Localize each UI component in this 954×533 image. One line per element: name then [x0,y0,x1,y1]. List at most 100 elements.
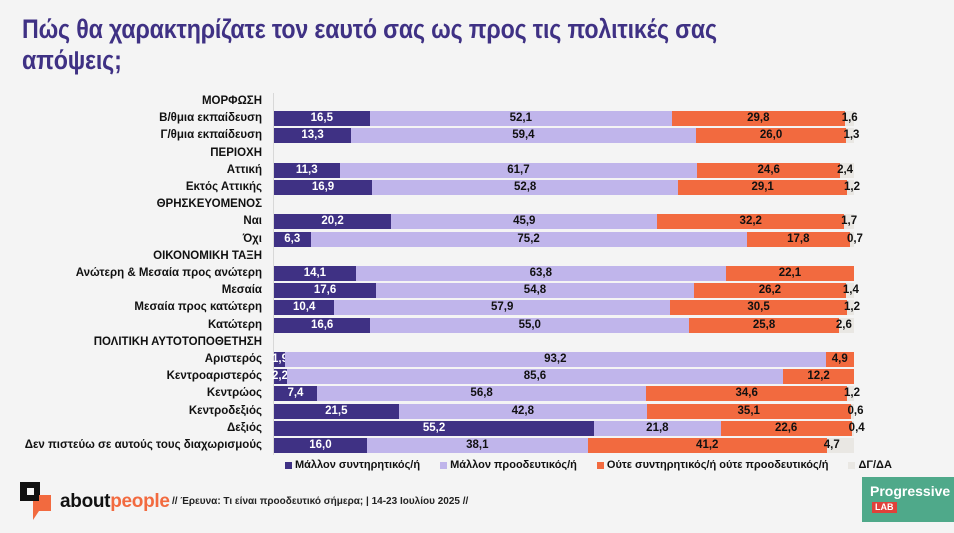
bar-segment-neither: 4,9 [825,352,854,367]
data-label: 1,3 [843,129,860,142]
legend: Μάλλον συντηρητικός/ή Μάλλον προοδευτικό… [285,459,892,471]
data-label: 1,2 [844,301,861,314]
data-label: 63,8 [529,267,552,279]
bar-segment-conservative: 16,5 [274,111,370,127]
partner-name: Progressive [870,483,951,499]
row-label: Εκτός Αττικής [185,181,262,193]
data-label: 42,8 [511,404,534,417]
data-label: 32,2 [739,215,762,228]
brand-part-about: about [60,491,111,512]
progressive-lab-logo: Progressive LAB [862,477,954,522]
bar-segment-conservative: 14,1 [274,266,356,281]
data-label: 29,1 [751,181,774,193]
data-label: 13,3 [301,129,324,142]
data-label: 2,6 [835,318,852,331]
data-label: 16,6 [310,318,334,331]
group-heading: ΜΟΡΦΩΣΗ [201,95,262,107]
data-label: 4,9 [831,353,848,365]
data-label: 1,9 [272,353,288,365]
data-label: 16,0 [309,439,332,451]
data-label: 24,6 [757,163,780,176]
bar-segment-conservative: 21,5 [274,403,399,419]
data-label: 17,6 [313,284,337,297]
legend-label: Μάλλον συντηρητικός/ή [295,459,421,471]
bar-segment-progressive: 56,8 [316,386,647,402]
row-label: Αττική [226,163,262,176]
legend-item-progressive: Μάλλον προοδευτικός/ή [440,459,577,471]
bar-segment-dk-na: 1,7 [841,214,858,230]
data-label: 1,2 [844,387,861,400]
bar-segment-dk-na: 0,6 [848,403,864,419]
bar-segment-neither: 26,2 [693,283,846,299]
bar-segment-neither: 35,1 [646,403,851,419]
data-label: 10,4 [292,301,316,314]
group-heading: ΟΙΚΟΝΟΜΙΚΗ ΤΑΞΗ [153,249,262,262]
bar-segment-conservative: 11,3 [274,162,340,178]
data-label: 14,1 [303,267,327,279]
data-label: 54,8 [523,284,547,297]
bar-segment-neither: 29,1 [678,180,848,195]
data-label: 1,4 [842,284,859,297]
bar-segment-dk-na: 1,4 [843,283,859,299]
data-label: 16,5 [310,112,334,125]
bar-segment-dk-na: 1,2 [844,180,860,195]
bar-segment-progressive: 55,0 [370,317,690,333]
bar-segment-neither: 29,8 [671,111,845,127]
row-label: Ναι [243,215,262,228]
legend-swatch [285,461,292,469]
bar-segment-dk-na: 0,7 [847,231,863,247]
data-label: 21,8 [646,421,669,434]
partner-sub: LAB [872,502,897,513]
data-label: 1,6 [841,112,858,125]
row-label: Αριστερός [204,353,262,365]
data-label: 20,2 [321,215,344,228]
data-label: 17,8 [787,232,810,245]
bar-segment-dk-na: 1,2 [844,386,860,402]
bar-segment-conservative: 13,3 [274,128,352,144]
row-label: Γ/θμια εκπαίδευση [160,129,262,142]
bar-segment-progressive: 45,9 [391,214,658,230]
aboutpeople-logo: aboutpeople [20,482,170,522]
legend-label: Ούτε συντηρητικός/ή ούτε προοδευτικός/ή [606,459,829,471]
legend-swatch [440,461,448,469]
bar-segment-neither: 25,8 [689,317,839,333]
data-label: 55,2 [422,421,446,434]
data-label: 0,4 [848,421,865,434]
speech-bubble-logo-icon [20,482,54,522]
data-label: 55,0 [518,318,541,331]
data-label: 22,6 [774,421,798,434]
data-label: 26,0 [759,129,783,142]
bar-segment-neither: 26,0 [695,128,847,144]
data-label: 7,4 [287,387,304,400]
data-label: 12,2 [807,370,830,383]
brand-part-people: people [110,491,170,512]
data-label: 16,9 [311,181,335,193]
data-label: 1,7 [841,215,858,228]
row-label: Όχι [242,232,262,245]
legend-label: Μάλλον προοδευτικός/ή [450,459,577,471]
data-label: 93,2 [544,353,567,365]
bar-segment-neither: 24,6 [697,162,841,178]
data-label: 35,1 [737,404,760,417]
data-label: 0,7 [846,232,863,245]
data-label: 6,3 [284,232,301,245]
bar-segment-conservative: 17,6 [274,283,377,299]
bar-segment-neither: 22,1 [725,266,854,281]
data-label: 41,2 [696,439,719,451]
bar-segment-conservative: 20,2 [274,214,392,230]
bar-segment-neither: 30,5 [670,300,848,316]
bar-segment-conservative: 2,2 [272,369,288,385]
bar-segment-neither: 12,2 [783,369,854,385]
brand-name: aboutpeople [60,491,170,513]
data-label: 4,7 [823,439,840,451]
bar-segment-progressive: 52,1 [369,111,672,127]
axis-line [273,93,274,455]
bar-segment-dk-na: 1,6 [842,111,858,127]
bar-segment-progressive: 85,6 [286,369,784,385]
row-label: Μεσαία [221,284,262,297]
bar-segment-progressive: 93,2 [285,352,826,367]
bar-segment-neither: 22,6 [720,420,852,436]
legend-item-neither: Ούτε συντηρητικός/ή ούτε προοδευτικός/ή [596,459,829,471]
row-label: Κατώτερη [207,318,262,331]
bar-segment-progressive: 61,7 [339,162,698,178]
